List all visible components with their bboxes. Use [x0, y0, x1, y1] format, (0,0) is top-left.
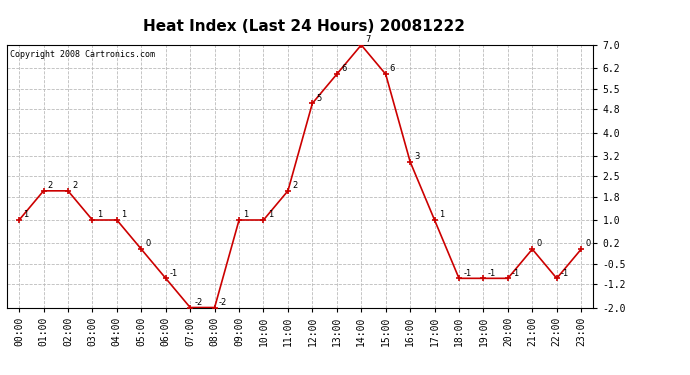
Text: 3: 3	[414, 152, 420, 161]
Text: 5: 5	[317, 93, 322, 102]
Text: -1: -1	[170, 268, 178, 278]
Text: 7: 7	[366, 35, 371, 44]
Text: 1: 1	[121, 210, 126, 219]
Text: Heat Index (Last 24 Hours) 20081222: Heat Index (Last 24 Hours) 20081222	[143, 19, 464, 34]
Text: -1: -1	[512, 268, 520, 278]
Text: 6: 6	[390, 64, 395, 74]
Text: -1: -1	[561, 268, 569, 278]
Text: 1: 1	[439, 210, 444, 219]
Text: -1: -1	[488, 268, 496, 278]
Text: 2: 2	[48, 181, 53, 190]
Text: 6: 6	[341, 64, 346, 74]
Text: 1: 1	[97, 210, 102, 219]
Text: 0: 0	[536, 239, 542, 248]
Text: 0: 0	[585, 239, 591, 248]
Text: 2: 2	[292, 181, 297, 190]
Text: -1: -1	[463, 268, 471, 278]
Text: 1: 1	[243, 210, 248, 219]
Text: 2: 2	[72, 181, 77, 190]
Text: -2: -2	[219, 298, 227, 307]
Text: 0: 0	[146, 239, 150, 248]
Text: -2: -2	[195, 298, 203, 307]
Text: 1: 1	[23, 210, 28, 219]
Text: Copyright 2008 Cartronics.com: Copyright 2008 Cartronics.com	[10, 50, 155, 59]
Text: 1: 1	[268, 210, 273, 219]
